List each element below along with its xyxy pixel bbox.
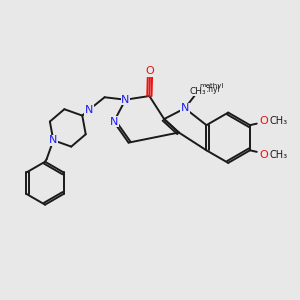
- Text: CH₃: CH₃: [190, 87, 206, 96]
- Text: N: N: [85, 105, 93, 115]
- Text: CH₃: CH₃: [270, 150, 288, 160]
- Text: N: N: [49, 135, 58, 145]
- Text: CH₃: CH₃: [270, 116, 288, 126]
- Text: O: O: [259, 150, 268, 160]
- Text: N: N: [181, 103, 189, 113]
- Text: O: O: [146, 67, 154, 76]
- Text: methyl: methyl: [193, 85, 220, 94]
- Text: O: O: [259, 116, 268, 126]
- Text: N: N: [121, 95, 130, 105]
- Text: N: N: [110, 117, 118, 127]
- Text: methyl: methyl: [200, 83, 224, 89]
